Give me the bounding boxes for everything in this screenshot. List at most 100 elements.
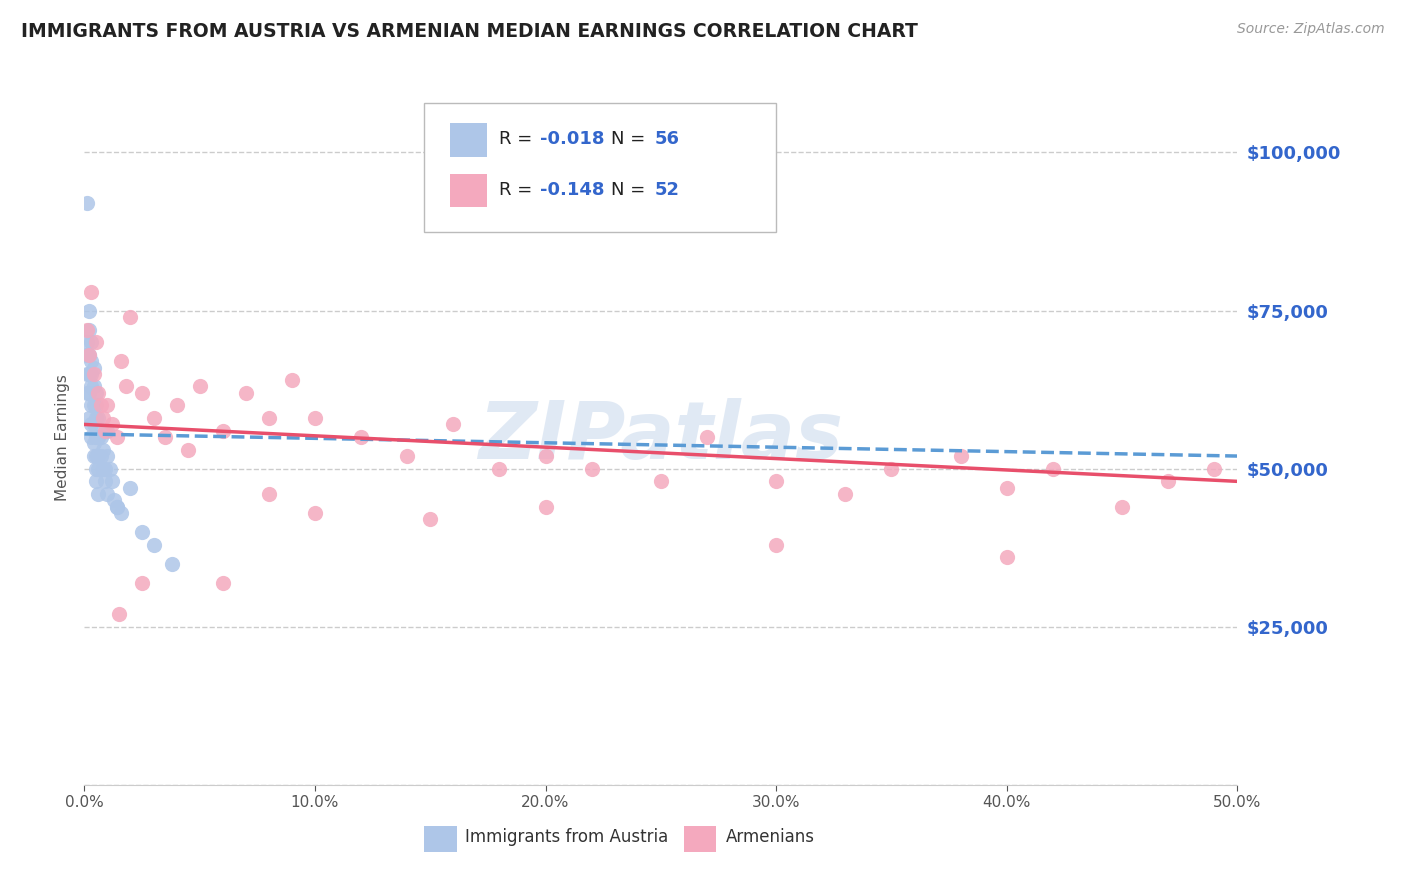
Point [110,354,132,368]
Point [995,481,1018,495]
Point [115,379,138,393]
Point [84,411,107,425]
Point [76,367,98,381]
FancyBboxPatch shape [425,103,776,232]
Point [1111,500,1133,514]
Text: Armenians: Armenians [725,828,814,847]
Point [96,487,118,501]
Point [101,417,124,432]
Point [120,481,142,495]
Point [581,461,603,475]
Point [160,557,183,571]
Point [166,399,188,413]
Point [76,385,98,400]
Point [84,461,107,475]
Point [534,500,557,514]
Point [142,411,165,425]
Point [89,399,111,413]
Point [83,379,105,393]
FancyBboxPatch shape [425,826,457,853]
Point [77,322,100,336]
Point [441,417,464,432]
Point [87,430,110,444]
Point [77,367,100,381]
Text: ZIPatlas: ZIPatlas [478,398,844,476]
Point [87,487,110,501]
Point [177,442,200,457]
Point [211,575,233,590]
Text: -0.148: -0.148 [540,181,605,199]
Point [96,449,118,463]
Point [84,449,107,463]
Point [87,461,110,475]
Text: N =: N = [612,130,651,148]
Point [995,550,1018,565]
Point [131,524,153,539]
Point [257,411,280,425]
Point [80,379,103,393]
Point [91,411,114,425]
Point [765,475,787,489]
Point [84,385,107,400]
Text: -0.018: -0.018 [540,130,605,148]
Point [350,430,373,444]
Point [84,475,107,489]
Point [84,399,107,413]
Point [77,385,100,400]
Point [77,411,100,425]
Point [211,424,233,438]
Point [108,607,131,622]
Point [87,385,110,400]
Point [87,430,110,444]
Point [91,442,114,457]
Point [77,348,100,362]
Point [235,385,257,400]
FancyBboxPatch shape [450,174,486,208]
Text: Source: ZipAtlas.com: Source: ZipAtlas.com [1237,22,1385,37]
Point [80,285,103,299]
Text: N =: N = [612,181,651,199]
Point [534,449,557,463]
Point [76,196,98,211]
FancyBboxPatch shape [450,123,486,157]
Point [696,430,718,444]
Point [83,449,105,463]
Point [96,424,118,438]
Point [110,506,132,520]
Point [83,360,105,375]
Point [89,449,111,463]
Point [80,335,103,350]
Point [94,461,117,475]
Point [257,487,280,501]
Point [94,475,117,489]
Point [153,430,176,444]
Point [396,449,419,463]
Point [419,512,441,526]
Point [80,430,103,444]
Point [80,417,103,432]
FancyBboxPatch shape [683,826,716,853]
Text: IMMIGRANTS FROM AUSTRIA VS ARMENIAN MEDIAN EARNINGS CORRELATION CHART: IMMIGRANTS FROM AUSTRIA VS ARMENIAN MEDI… [21,22,918,41]
Text: 52: 52 [655,181,681,199]
Point [83,367,105,381]
Point [76,322,98,336]
Point [77,303,100,318]
Point [880,461,903,475]
Point [101,475,124,489]
Point [103,493,125,508]
Text: 56: 56 [655,130,681,148]
Point [84,335,107,350]
Point [142,538,165,552]
Point [76,348,98,362]
Point [949,449,972,463]
Point [76,335,98,350]
Text: R =: R = [499,130,538,148]
Point [83,399,105,413]
Point [77,348,100,362]
Point [87,449,110,463]
Point [834,487,856,501]
Point [281,373,304,387]
Point [1157,475,1180,489]
Point [89,430,111,444]
Point [488,461,510,475]
